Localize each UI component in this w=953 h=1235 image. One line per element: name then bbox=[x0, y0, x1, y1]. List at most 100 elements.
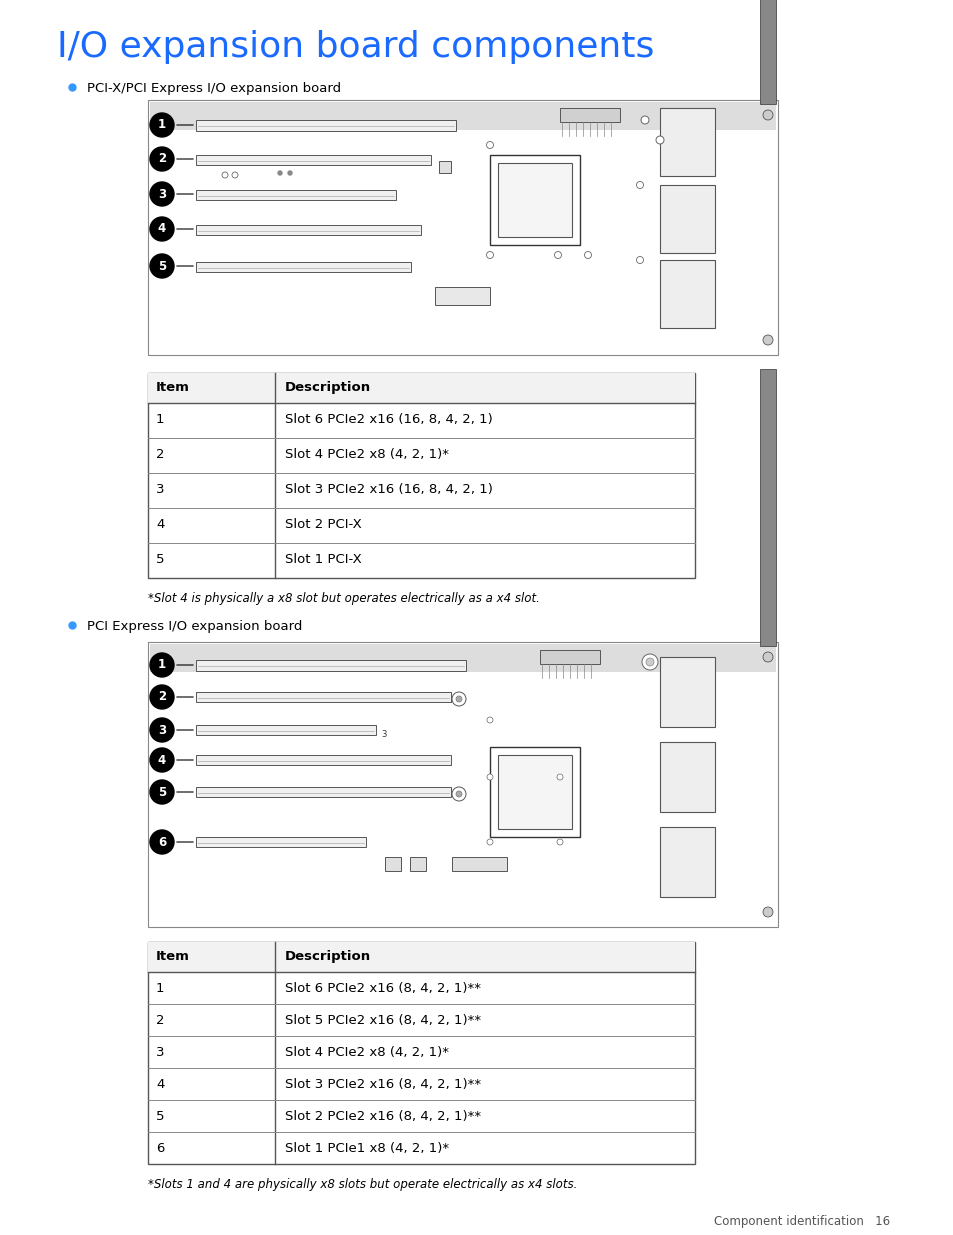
Bar bbox=[760, 369, 775, 646]
Text: I/O expansion board components: I/O expansion board components bbox=[57, 30, 654, 64]
Bar bbox=[195, 156, 431, 165]
Text: Slot 1 PCIe1 x8 (4, 2, 1)*: Slot 1 PCIe1 x8 (4, 2, 1)* bbox=[285, 1142, 449, 1155]
Text: 1: 1 bbox=[156, 982, 164, 995]
Circle shape bbox=[456, 790, 461, 797]
Bar bbox=[385, 857, 400, 871]
Text: Component identification   16: Component identification 16 bbox=[713, 1215, 889, 1228]
Bar bbox=[148, 100, 778, 354]
Circle shape bbox=[452, 692, 465, 706]
Text: 3: 3 bbox=[158, 724, 166, 736]
Text: 6: 6 bbox=[156, 1142, 164, 1155]
Text: 3: 3 bbox=[156, 483, 164, 496]
Bar bbox=[659, 261, 714, 329]
Circle shape bbox=[640, 116, 648, 124]
Circle shape bbox=[486, 142, 493, 148]
Text: 5: 5 bbox=[157, 785, 166, 799]
Text: 2: 2 bbox=[158, 690, 166, 704]
Bar bbox=[195, 787, 451, 797]
Circle shape bbox=[456, 697, 461, 701]
Circle shape bbox=[762, 110, 772, 120]
Text: Slot 4 PCIe2 x8 (4, 2, 1)*: Slot 4 PCIe2 x8 (4, 2, 1)* bbox=[285, 1046, 449, 1058]
Text: Slot 3 PCIe2 x16 (8, 4, 2, 1)**: Slot 3 PCIe2 x16 (8, 4, 2, 1)** bbox=[285, 1078, 480, 1091]
Circle shape bbox=[150, 748, 173, 772]
Bar bbox=[490, 747, 579, 837]
Circle shape bbox=[150, 112, 173, 137]
Text: 3: 3 bbox=[156, 1046, 164, 1058]
Bar bbox=[539, 650, 599, 664]
Circle shape bbox=[150, 254, 173, 278]
Circle shape bbox=[762, 335, 772, 345]
Text: Item: Item bbox=[156, 382, 190, 394]
Bar bbox=[659, 107, 714, 177]
Bar bbox=[195, 692, 451, 701]
Bar bbox=[148, 642, 778, 927]
Bar bbox=[452, 857, 506, 871]
Circle shape bbox=[150, 653, 173, 677]
Circle shape bbox=[277, 170, 282, 175]
Text: 2: 2 bbox=[158, 152, 166, 165]
Bar bbox=[195, 225, 420, 235]
Bar bbox=[148, 373, 695, 403]
Circle shape bbox=[150, 685, 173, 709]
Bar bbox=[148, 942, 695, 972]
Text: 6: 6 bbox=[157, 836, 166, 848]
Bar bbox=[195, 725, 375, 735]
Text: 2: 2 bbox=[156, 448, 164, 461]
Circle shape bbox=[584, 252, 591, 258]
Text: Description: Description bbox=[285, 950, 371, 963]
Text: Slot 6 PCIe2 x16 (8, 4, 2, 1)**: Slot 6 PCIe2 x16 (8, 4, 2, 1)** bbox=[285, 982, 480, 995]
Bar bbox=[148, 942, 695, 1165]
Text: 5: 5 bbox=[157, 259, 166, 273]
Bar bbox=[150, 643, 775, 672]
Bar bbox=[410, 857, 426, 871]
Text: 2: 2 bbox=[156, 1014, 164, 1028]
Circle shape bbox=[656, 136, 663, 144]
Text: 4: 4 bbox=[156, 1078, 164, 1091]
Text: *Slot 4 is physically a x8 slot but operates electrically as a x4 slot.: *Slot 4 is physically a x8 slot but oper… bbox=[148, 592, 539, 605]
Text: Description: Description bbox=[285, 382, 371, 394]
Text: 1: 1 bbox=[158, 658, 166, 672]
Bar bbox=[195, 837, 366, 847]
Circle shape bbox=[150, 781, 173, 804]
Bar bbox=[435, 287, 490, 305]
Circle shape bbox=[486, 774, 493, 781]
Text: 4: 4 bbox=[156, 517, 164, 531]
Text: *Slots 1 and 4 are physically x8 slots but operate electrically as x4 slots.: *Slots 1 and 4 are physically x8 slots b… bbox=[148, 1178, 577, 1191]
Circle shape bbox=[288, 170, 292, 175]
Bar bbox=[195, 190, 395, 200]
Circle shape bbox=[557, 839, 562, 845]
Text: 4: 4 bbox=[157, 222, 166, 236]
Text: 3: 3 bbox=[158, 188, 166, 200]
Text: Slot 3 PCIe2 x16 (16, 8, 4, 2, 1): Slot 3 PCIe2 x16 (16, 8, 4, 2, 1) bbox=[285, 483, 493, 496]
Bar bbox=[148, 373, 695, 578]
Bar bbox=[559, 107, 619, 122]
Circle shape bbox=[150, 147, 173, 170]
Text: Slot 5 PCIe2 x16 (8, 4, 2, 1)**: Slot 5 PCIe2 x16 (8, 4, 2, 1)** bbox=[285, 1014, 480, 1028]
Text: PCI-X/PCI Express I/O expansion board: PCI-X/PCI Express I/O expansion board bbox=[87, 82, 341, 95]
Bar bbox=[195, 262, 411, 272]
Bar bbox=[497, 163, 572, 237]
Text: 5: 5 bbox=[156, 553, 164, 566]
Bar bbox=[195, 755, 451, 764]
Circle shape bbox=[486, 252, 493, 258]
Circle shape bbox=[486, 839, 493, 845]
Circle shape bbox=[150, 217, 173, 241]
Bar bbox=[490, 156, 579, 245]
Bar bbox=[150, 103, 775, 130]
Circle shape bbox=[150, 182, 173, 206]
Bar bbox=[497, 755, 572, 829]
Circle shape bbox=[762, 652, 772, 662]
Circle shape bbox=[636, 182, 643, 189]
Text: 1: 1 bbox=[156, 412, 164, 426]
Circle shape bbox=[641, 655, 658, 671]
Text: 4: 4 bbox=[157, 753, 166, 767]
Bar bbox=[659, 185, 714, 253]
Circle shape bbox=[222, 172, 228, 178]
Circle shape bbox=[232, 172, 237, 178]
Circle shape bbox=[452, 787, 465, 802]
Circle shape bbox=[762, 906, 772, 918]
Text: 5: 5 bbox=[156, 1110, 164, 1123]
Text: Slot 2 PCI-X: Slot 2 PCI-X bbox=[285, 517, 361, 531]
Text: Slot 2 PCIe2 x16 (8, 4, 2, 1)**: Slot 2 PCIe2 x16 (8, 4, 2, 1)** bbox=[285, 1110, 480, 1123]
Bar bbox=[659, 827, 714, 897]
